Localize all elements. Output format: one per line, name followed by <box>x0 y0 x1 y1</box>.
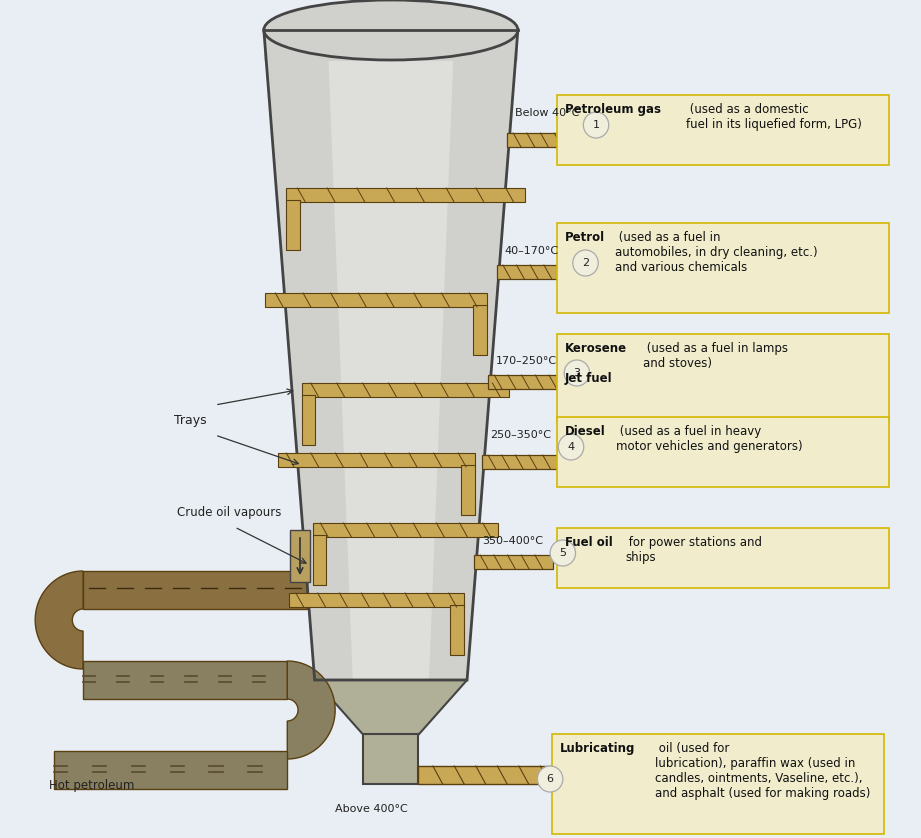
Text: Above 400°C: Above 400°C <box>335 804 408 814</box>
Text: Lubricating: Lubricating <box>560 742 635 755</box>
Bar <box>53 751 287 789</box>
Text: Kerosene: Kerosene <box>565 342 627 355</box>
Bar <box>507 133 586 147</box>
Bar <box>302 383 509 397</box>
Bar <box>278 453 474 467</box>
Text: (used as a fuel in
automobiles, in dry cleaning, etc.)
and various chemicals: (used as a fuel in automobiles, in dry c… <box>615 231 818 274</box>
Bar <box>265 293 487 307</box>
Bar <box>474 555 553 569</box>
Ellipse shape <box>263 0 518 60</box>
Circle shape <box>573 250 599 276</box>
Bar <box>290 530 309 582</box>
Text: 40–170°C: 40–170°C <box>505 246 558 256</box>
Text: Hot petroleum: Hot petroleum <box>49 779 134 792</box>
Bar <box>497 265 576 279</box>
Bar <box>289 593 463 607</box>
Circle shape <box>583 112 609 138</box>
Text: 250–350°C: 250–350°C <box>490 430 551 440</box>
Bar <box>286 188 525 202</box>
Bar <box>263 30 518 61</box>
Circle shape <box>558 434 584 460</box>
FancyBboxPatch shape <box>552 734 884 834</box>
Bar <box>488 375 566 389</box>
Text: 6: 6 <box>547 774 554 784</box>
Bar <box>313 523 498 537</box>
Text: Crude oil vapours: Crude oil vapours <box>178 505 282 519</box>
FancyBboxPatch shape <box>557 95 889 165</box>
Text: 350–400°C: 350–400°C <box>482 536 542 546</box>
Text: 2: 2 <box>582 258 589 268</box>
Text: Petrol: Petrol <box>565 231 605 244</box>
Bar <box>483 455 560 469</box>
Text: (used as a domestic
fuel in its liquefied form, LPG): (used as a domestic fuel in its liquefie… <box>686 103 862 131</box>
Bar <box>302 395 315 445</box>
Bar <box>449 605 463 655</box>
Text: Diesel: Diesel <box>565 425 605 438</box>
Bar <box>364 734 418 784</box>
Circle shape <box>538 766 563 792</box>
FancyBboxPatch shape <box>557 334 889 422</box>
Text: Petroleum gas: Petroleum gas <box>565 103 660 116</box>
Circle shape <box>565 360 589 386</box>
Text: 5: 5 <box>559 548 566 558</box>
Polygon shape <box>263 30 518 680</box>
Text: 4: 4 <box>567 442 575 452</box>
Text: 1: 1 <box>592 120 600 130</box>
Polygon shape <box>315 680 467 735</box>
FancyBboxPatch shape <box>557 223 889 313</box>
Text: Jet fuel: Jet fuel <box>565 372 612 385</box>
Text: for power stations and
ships: for power stations and ships <box>625 536 762 564</box>
FancyBboxPatch shape <box>557 417 889 487</box>
Bar <box>460 465 474 515</box>
Text: Trays: Trays <box>174 413 207 427</box>
Text: Below 40°C: Below 40°C <box>515 108 579 118</box>
Text: (used as a fuel in heavy
motor vehicles and generators): (used as a fuel in heavy motor vehicles … <box>616 425 803 453</box>
Polygon shape <box>327 30 454 680</box>
Text: 170–250°C: 170–250°C <box>495 356 557 366</box>
Bar <box>473 305 487 355</box>
Bar <box>83 571 307 609</box>
Polygon shape <box>35 571 83 669</box>
Bar <box>313 535 326 585</box>
Text: Fuel oil: Fuel oil <box>565 536 612 549</box>
Bar <box>286 200 300 250</box>
Bar <box>83 661 287 699</box>
FancyBboxPatch shape <box>557 528 889 588</box>
Text: oil (used for
lubrication), paraffin wax (used in
candles, ointments, Vaseline, : oil (used for lubrication), paraffin wax… <box>655 742 870 800</box>
Circle shape <box>550 540 576 566</box>
Text: 3: 3 <box>574 368 580 378</box>
Bar <box>418 766 606 784</box>
Text: (used as a fuel in lamps
and stoves): (used as a fuel in lamps and stoves) <box>643 342 788 370</box>
Polygon shape <box>287 661 335 759</box>
